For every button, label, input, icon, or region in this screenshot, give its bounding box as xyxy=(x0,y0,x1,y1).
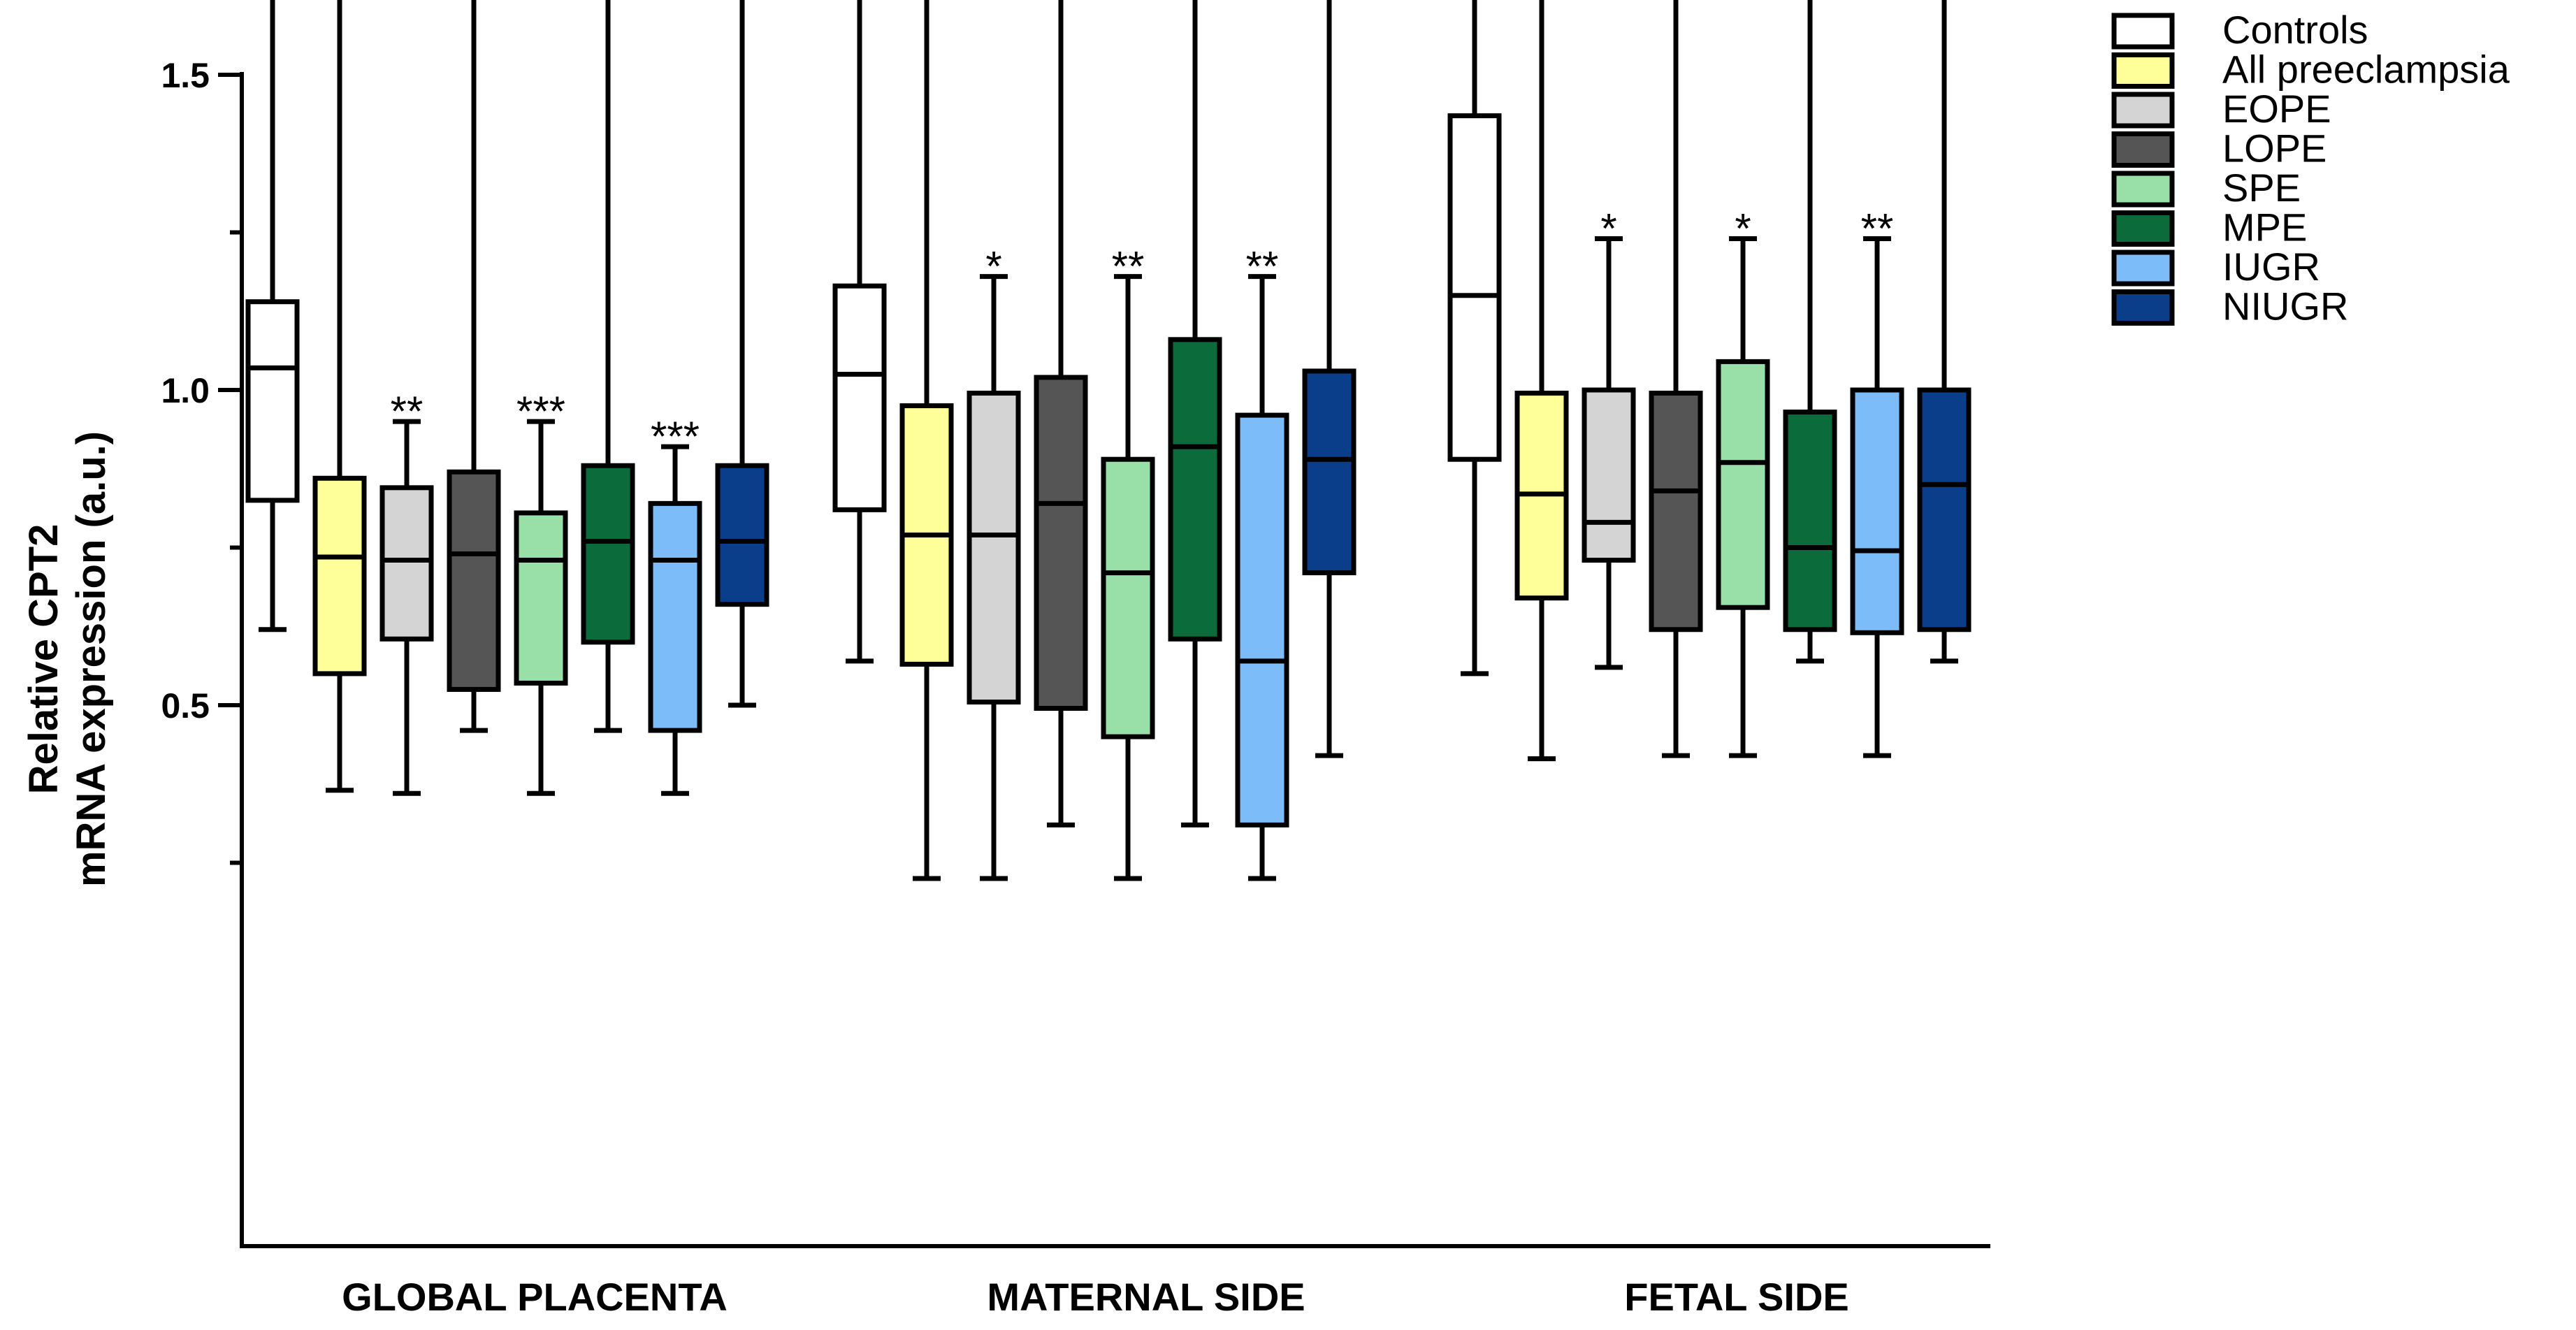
legend-label: MPE xyxy=(2222,205,2307,250)
iqr-box xyxy=(581,463,635,645)
iqr-box xyxy=(1101,456,1155,739)
legend-label: LOPE xyxy=(2222,127,2327,171)
y-axis-label-line-2: mRNA expression (a.u.) xyxy=(68,431,114,887)
significance-label: ** xyxy=(1112,243,1145,290)
y-axis-label-line-1: Relative CPT2 xyxy=(21,524,66,795)
iqr-box xyxy=(312,475,367,677)
iqr-box xyxy=(379,485,434,642)
y-tick-label: 1.0 xyxy=(161,371,210,410)
box-eope: ** xyxy=(379,388,434,796)
iqr-box xyxy=(1235,412,1289,827)
box-eope: * xyxy=(1582,205,1636,670)
iqr-box xyxy=(832,283,887,512)
box-lope: NS xyxy=(1034,0,1088,827)
legend-swatch xyxy=(2111,52,2175,89)
box-spe: ** xyxy=(1101,243,1155,881)
legend-item: SPE xyxy=(2111,166,2301,210)
group-1: ***NS**NS**NSNSNSNSMATERNAL SIDE xyxy=(832,0,1356,1319)
box-eope: * xyxy=(967,243,1021,881)
box-mpe: NS xyxy=(1168,0,1222,827)
box-niugr: * xyxy=(1917,0,1971,664)
group-2: **********NSNSNSFETAL SIDE xyxy=(1447,0,1971,1319)
significance-label: ** xyxy=(391,388,424,435)
box-niugr: * xyxy=(715,0,769,708)
legend-item: MPE xyxy=(2111,205,2307,250)
box-iugr: *** xyxy=(648,413,702,796)
iqr-box xyxy=(1447,113,1502,462)
box-mpe: * xyxy=(1783,0,1837,664)
y-tick-label: 1.5 xyxy=(161,56,210,95)
iqr-box xyxy=(1850,387,1904,635)
legend-label: Controls xyxy=(2222,8,2368,52)
box-iugr: ** xyxy=(1850,205,1904,758)
box-all-preeclampsia: *** xyxy=(1514,0,1569,762)
box-spe: * xyxy=(1716,205,1770,758)
box-lope: * xyxy=(1649,0,1703,758)
significance-label: *** xyxy=(516,388,565,435)
significance-label: * xyxy=(985,243,1001,290)
significance-label: ** xyxy=(1861,205,1894,252)
significance-label: ** xyxy=(1246,243,1279,290)
iqr-box xyxy=(1582,387,1636,563)
box-controls xyxy=(832,0,887,664)
significance-label: * xyxy=(1600,205,1616,252)
box-mpe: * xyxy=(581,0,635,733)
y-ticks: 0.51.01.52.0 xyxy=(161,56,242,865)
iqr-box xyxy=(967,391,1021,704)
iqr-box xyxy=(447,469,501,692)
legend-swatch xyxy=(2111,210,2175,247)
box-controls xyxy=(1447,0,1502,677)
legend-label: All preeclampsia xyxy=(2222,48,2510,92)
y-axis-label: Relative CPT2 mRNA expression (a.u.) xyxy=(21,431,114,887)
legend-item: All preeclampsia xyxy=(2111,48,2510,92)
box-niugr: NS xyxy=(1302,0,1356,758)
significance-label: * xyxy=(1735,205,1751,252)
legend-swatch xyxy=(2111,289,2175,326)
iqr-box xyxy=(1716,359,1770,610)
legend-item: IUGR xyxy=(2111,245,2320,289)
iqr-box xyxy=(1783,410,1837,633)
legend-label: IUGR xyxy=(2222,245,2320,289)
legend-swatch xyxy=(2111,171,2175,208)
box-groups: ***************NSNSNSGLOBAL PLACENTA***N… xyxy=(245,0,1971,1319)
iqr-box xyxy=(1917,387,1971,633)
iqr-box xyxy=(245,299,300,503)
legend-label: NIUGR xyxy=(2222,284,2348,328)
box-all-preeclampsia: ** xyxy=(899,0,954,881)
box-lope: ** xyxy=(447,0,501,733)
legend-item: EOPE xyxy=(2111,87,2331,131)
y-tick-label: 0.5 xyxy=(161,686,210,725)
group-0: ***************NSNSNSGLOBAL PLACENTA xyxy=(245,0,769,1319)
legend-swatch xyxy=(2111,92,2175,129)
iqr-box xyxy=(1168,337,1222,642)
iqr-box xyxy=(514,510,568,686)
iqr-box xyxy=(648,500,702,733)
legend-item: NIUGR xyxy=(2111,284,2348,328)
group-label: GLOBAL PLACENTA xyxy=(342,1275,728,1319)
legend-label: EOPE xyxy=(2222,87,2331,131)
legend-swatch xyxy=(2111,131,2175,168)
legend-item: Controls xyxy=(2111,8,2368,52)
box-iugr: ** xyxy=(1235,243,1289,881)
box-all-preeclampsia: *** xyxy=(312,0,367,793)
legend-item: LOPE xyxy=(2111,127,2327,171)
legend-swatch xyxy=(2111,250,2175,287)
legend-swatch xyxy=(2111,13,2175,50)
iqr-box xyxy=(1034,375,1088,711)
box-spe: *** xyxy=(514,388,568,796)
box-controls xyxy=(245,0,300,633)
axes xyxy=(240,72,1990,1248)
group-label: MATERNAL SIDE xyxy=(987,1275,1305,1319)
group-label: FETAL SIDE xyxy=(1624,1275,1849,1319)
iqr-box xyxy=(1649,391,1703,633)
legend-label: SPE xyxy=(2222,166,2301,210)
iqr-box xyxy=(1302,368,1356,576)
iqr-box xyxy=(715,463,769,607)
significance-label: *** xyxy=(651,413,700,460)
